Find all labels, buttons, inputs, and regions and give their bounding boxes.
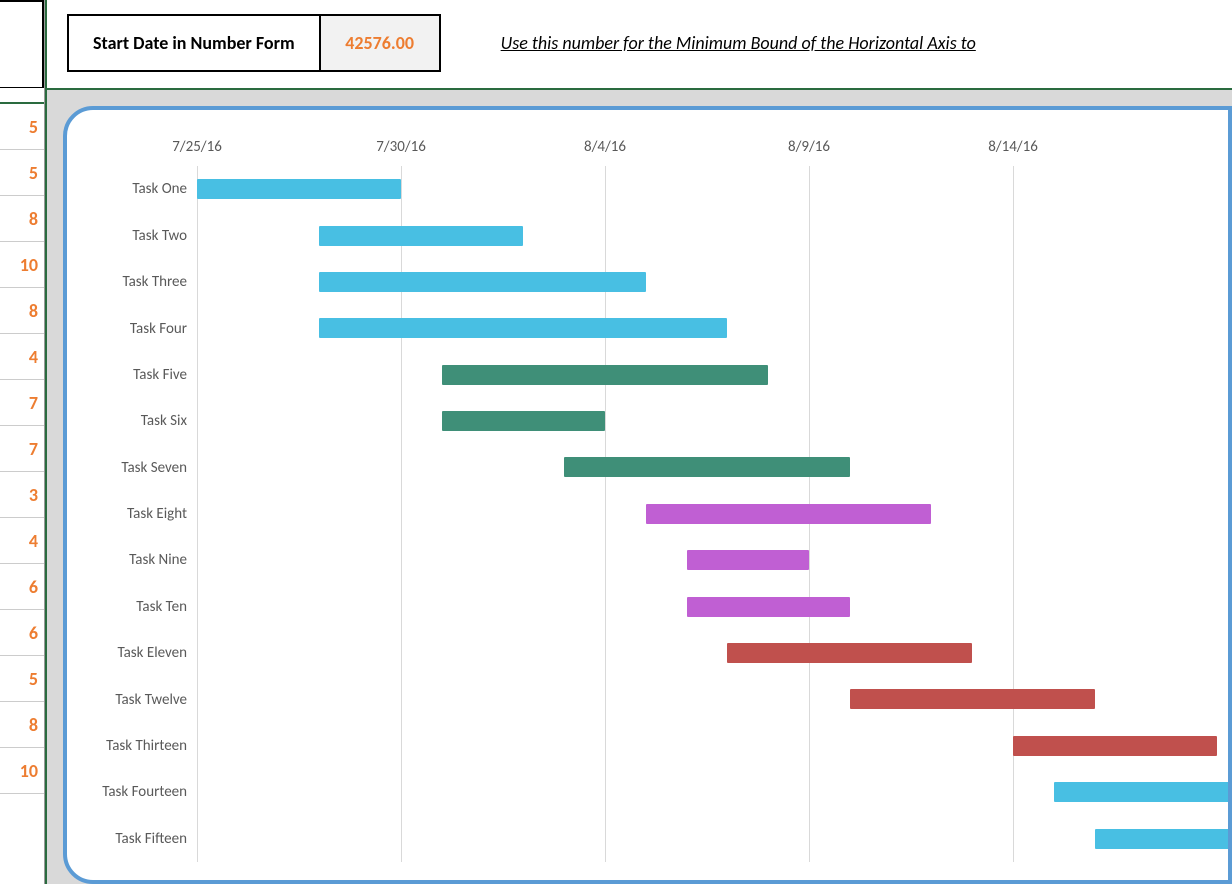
bar-row [197, 352, 1228, 398]
duration-cell: 10 [0, 242, 44, 288]
gantt-bar [1054, 782, 1232, 802]
axis-tick-label: 7/30/16 [376, 138, 426, 156]
duration-cell: 7 [0, 380, 44, 426]
task-label: Task Fourteen [67, 769, 197, 815]
header-row: Start Date in Number Form 42576.00 Use t… [47, 0, 1232, 90]
duration-cell: 4 [0, 334, 44, 380]
task-label: Task Ten [67, 584, 197, 630]
axis-tick-label: 8/4/16 [584, 138, 626, 156]
task-label: Task Nine [67, 537, 197, 583]
gantt-bar [1095, 829, 1232, 849]
chart-frame: Task OneTask TwoTask ThreeTask FourTask … [63, 106, 1232, 884]
duration-cell: 5 [0, 104, 44, 150]
bar-row [197, 491, 1228, 537]
axis-tick-label: 7/25/16 [172, 138, 222, 156]
duration-cell: 8 [0, 288, 44, 334]
task-label: Task Five [67, 352, 197, 398]
bar-row [197, 305, 1228, 351]
gantt-bar [564, 457, 850, 477]
gantt-bar [197, 179, 401, 199]
task-label: Task Two [67, 213, 197, 259]
duration-column: 55810847734665810 [0, 0, 45, 884]
bar-row [197, 584, 1228, 630]
duration-cells: 55810847734665810 [0, 104, 44, 794]
task-label: Task Twelve [67, 676, 197, 722]
bar-row [197, 630, 1228, 676]
duration-cell: 6 [0, 564, 44, 610]
header-instruction-text: Use this number for the Minimum Bound of… [501, 14, 976, 54]
task-label: Task Seven [67, 444, 197, 490]
chart-container: Task OneTask TwoTask ThreeTask FourTask … [47, 90, 1232, 884]
duration-cell: 8 [0, 702, 44, 748]
gantt-bar [442, 365, 768, 385]
bar-row [197, 723, 1228, 769]
task-label-column: Task OneTask TwoTask ThreeTask FourTask … [67, 128, 197, 862]
bar-row [197, 259, 1228, 305]
bar-row [197, 676, 1228, 722]
duration-cell: 5 [0, 656, 44, 702]
gantt-bar [442, 411, 605, 431]
duration-cell: 6 [0, 610, 44, 656]
bar-row [197, 444, 1228, 490]
task-label: Task Eight [67, 491, 197, 537]
start-date-value: 42576.00 [321, 14, 441, 72]
gantt-bar [687, 597, 850, 617]
duration-header-blank [0, 0, 44, 104]
x-axis: 7/25/167/30/168/4/168/9/168/14/16 [197, 128, 1228, 166]
gantt-bar [727, 643, 972, 663]
bars-area [197, 166, 1228, 862]
gantt-bar [319, 226, 523, 246]
duration-cell: 5 [0, 150, 44, 196]
axis-tick-label: 8/14/16 [988, 138, 1038, 156]
gantt-bar [646, 504, 932, 524]
task-label: Task Fifteen [67, 816, 197, 862]
bar-row [197, 398, 1228, 444]
duration-cell: 7 [0, 426, 44, 472]
task-label: Task Three [67, 259, 197, 305]
bar-row [197, 816, 1228, 862]
task-label: Task Thirteen [67, 723, 197, 769]
gantt-bar [850, 689, 1095, 709]
task-label: Task One [67, 166, 197, 212]
duration-cell: 10 [0, 748, 44, 794]
plot-area: 7/25/167/30/168/4/168/9/168/14/16 [197, 128, 1228, 862]
main-column: Start Date in Number Form 42576.00 Use t… [45, 0, 1232, 884]
duration-cell: 8 [0, 196, 44, 242]
start-date-label: Start Date in Number Form [67, 14, 321, 72]
duration-cell: 4 [0, 518, 44, 564]
bar-row [197, 537, 1228, 583]
axis-tick-label: 8/9/16 [788, 138, 830, 156]
duration-cell: 3 [0, 472, 44, 518]
gantt-bar [319, 318, 727, 338]
gantt-bar [1013, 736, 1217, 756]
gantt-bar [687, 550, 809, 570]
bar-row [197, 769, 1228, 815]
gantt-bar [319, 272, 645, 292]
task-label: Task Six [67, 398, 197, 444]
bar-row [197, 213, 1228, 259]
bar-row [197, 166, 1228, 212]
task-label: Task Four [67, 305, 197, 351]
task-label: Task Eleven [67, 630, 197, 676]
